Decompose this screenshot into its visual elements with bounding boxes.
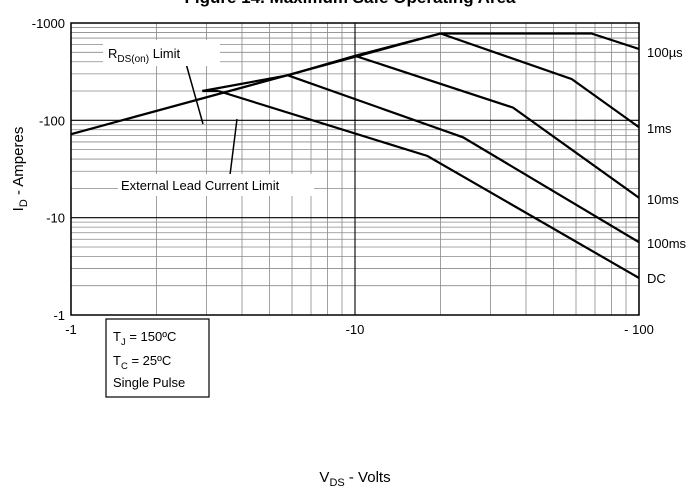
single-pulse-label: Single Pulse	[113, 375, 185, 390]
curve-1ms	[440, 32, 640, 129]
curve-label-100ms: 100ms	[647, 236, 687, 251]
x-tick-label: -1	[65, 322, 77, 337]
curve-rds-on-limit	[70, 32, 441, 136]
chart-title: Figure 14. Maximum Safe Operating Area	[0, 0, 700, 8]
y-tick-label: -100	[39, 113, 65, 128]
tick-labels: -1 -10 - 100 -1 -10 -100 -1000	[32, 16, 654, 337]
plot-frame	[70, 22, 640, 316]
curve-label-100us: 100µs	[647, 45, 683, 60]
curve-labels: 100µs 1ms 10ms 100ms DC	[647, 45, 687, 286]
x-tick-label: - 100	[624, 322, 654, 337]
rds-label-box	[103, 40, 220, 66]
x-tick-label: -10	[346, 322, 365, 337]
y-tick-label: -1	[53, 308, 65, 323]
ext-lead-label: External Lead Current Limit	[121, 178, 280, 193]
curve-10ms	[354, 54, 640, 199]
rds-limit-label: RDS(on) Limit	[108, 46, 181, 65]
curves	[70, 32, 640, 279]
ext-lead-leader-line	[229, 118, 238, 176]
ext-lead-label-box	[118, 174, 314, 196]
curve-dc	[217, 89, 640, 279]
y-axis-label: ID - Amperes	[10, 127, 30, 212]
curve-label-10ms: 10ms	[647, 192, 679, 207]
curve-label-1ms: 1ms	[647, 121, 672, 136]
curve-100ms	[287, 74, 640, 244]
x-axis-label: VDS - Volts	[319, 469, 390, 486]
rds-leader-line	[184, 59, 204, 125]
tj-label: TJ = 150ºC	[113, 329, 176, 348]
y-tick-label: -1000	[32, 16, 65, 31]
curve-label-dc: DC	[647, 271, 666, 286]
tc-label: TC = 25ºC	[113, 353, 171, 372]
y-tick-label: -10	[46, 211, 65, 226]
curve-100us	[202, 32, 640, 93]
conditions-box	[105, 318, 210, 398]
